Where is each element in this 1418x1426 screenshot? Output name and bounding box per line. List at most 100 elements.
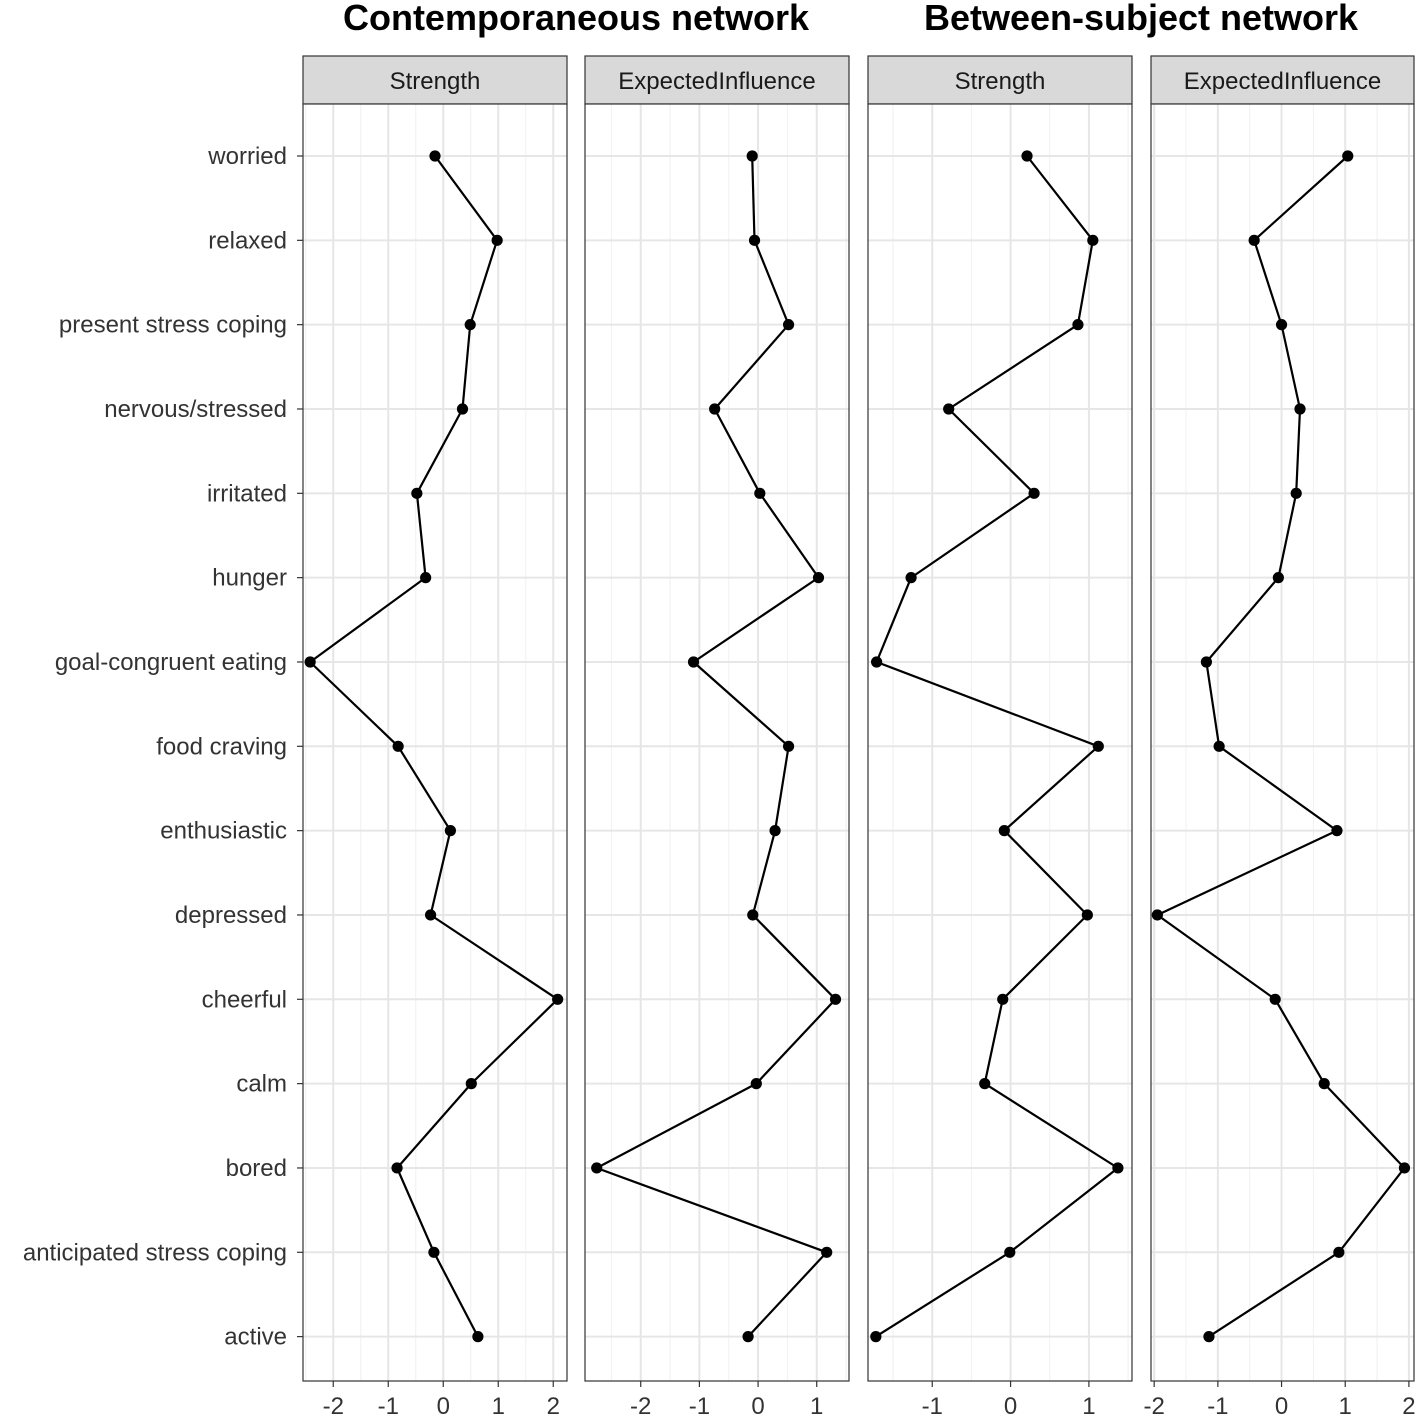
data-point-calm — [979, 1078, 991, 1090]
data-point-calm — [465, 1078, 477, 1090]
panel-border — [302, 103, 568, 1382]
category-label-bored: bored — [226, 1155, 287, 1182]
x-tick-label: -1 — [1207, 1393, 1228, 1420]
data-point-hunger — [905, 572, 917, 584]
x-tick-label: 0 — [1275, 1393, 1288, 1420]
data-point-irritated — [1028, 487, 1040, 499]
data-point-anticipated-stress-coping — [428, 1246, 440, 1258]
category-label-goal-congruent-eating: goal-congruent eating — [55, 649, 287, 676]
data-point-nervous-stressed — [943, 403, 955, 415]
data-point-worried — [429, 150, 441, 162]
x-tick-label: 0 — [437, 1393, 450, 1420]
data-point-goal-congruent-eating — [304, 656, 316, 668]
data-point-cheerful — [997, 993, 1009, 1005]
category-label-anticipated-stress-coping: anticipated stress coping — [23, 1239, 287, 1266]
data-point-relaxed — [491, 234, 503, 246]
x-tick-label: 1 — [810, 1393, 823, 1420]
data-point-anticipated-stress-coping — [821, 1246, 833, 1258]
category-label-enthusiastic: enthusiastic — [160, 818, 287, 845]
data-point-cheerful — [1269, 993, 1281, 1005]
data-point-goal-congruent-eating — [1200, 656, 1213, 668]
data-point-bored — [1398, 1162, 1411, 1174]
x-tick-label: -1 — [689, 1393, 710, 1420]
data-point-cheerful — [552, 993, 564, 1005]
data-point-goal-congruent-eating — [871, 656, 883, 668]
category-label-depressed: depressed — [175, 902, 287, 929]
data-point-calm — [1318, 1078, 1330, 1090]
facet-strip — [1150, 55, 1415, 105]
data-point-worried — [1021, 150, 1033, 162]
data-point-enthusiastic — [444, 825, 456, 837]
x-tick-label: 1 — [492, 1393, 505, 1420]
data-point-irritated — [1290, 487, 1302, 499]
panel-background — [585, 104, 849, 1381]
data-point-present-stress-coping — [782, 319, 795, 331]
category-labels: worried relaxed present stress coping nervo… — [23, 143, 303, 1351]
data-point-present-stress-coping — [464, 319, 476, 331]
panel-contemporaneous-network-expectedinfluence: ExpectedInfluence -2 -1 0 1 — [584, 55, 850, 1420]
group-title-contemporaneous-network: Contemporaneous network — [343, 0, 810, 38]
panel-border — [584, 103, 850, 1382]
data-point-present-stress-coping — [1072, 319, 1084, 331]
x-tick-label: -2 — [323, 1393, 344, 1420]
facet-label: ExpectedInfluence — [1184, 68, 1381, 95]
panel-border — [867, 103, 1133, 1382]
facet-strip — [302, 55, 568, 105]
data-point-irritated — [411, 487, 423, 499]
data-point-nervous-stressed — [456, 403, 469, 415]
data-point-anticipated-stress-coping — [1333, 1246, 1345, 1258]
data-point-present-stress-coping — [1275, 319, 1288, 331]
facet-strip — [867, 55, 1133, 105]
x-tick-label: 2 — [1402, 1393, 1415, 1420]
data-point-enthusiastic — [769, 825, 781, 837]
facet-strip — [584, 55, 850, 105]
data-point-irritated — [754, 487, 766, 499]
data-point-bored — [591, 1162, 603, 1174]
facet-label: ExpectedInfluence — [618, 68, 815, 95]
data-point-anticipated-stress-coping — [1004, 1246, 1016, 1258]
x-tick-label: -1 — [922, 1393, 943, 1420]
category-label-cheerful: cheerful — [202, 986, 287, 1013]
data-point-bored — [391, 1162, 403, 1174]
data-point-depressed — [747, 909, 759, 921]
x-tick-label: 2 — [547, 1393, 560, 1420]
panel-background — [303, 104, 567, 1381]
data-point-food-craving — [782, 740, 795, 752]
data-point-food-craving — [1213, 740, 1225, 752]
data-point-depressed — [425, 909, 437, 921]
data-point-relaxed — [1248, 234, 1260, 246]
category-label-nervous-stressed: nervous/stressed — [104, 396, 287, 423]
group-title-between-subject-network: Between-subject network — [924, 0, 1359, 38]
facet-label: Strength — [390, 68, 481, 95]
category-label-calm: calm — [236, 1071, 287, 1098]
group-titles: Contemporaneous network Between-subject n… — [343, 0, 1359, 38]
data-point-hunger — [812, 572, 825, 584]
panel-contemporaneous-network-strength: Strength -2 -1 0 1 2 — [302, 55, 568, 1420]
panel-between-subject-network-strength: Strength -1 0 1 — [867, 55, 1133, 1420]
facet-label: Strength — [955, 68, 1046, 95]
data-point-worried — [746, 150, 758, 162]
x-tick-label: 1 — [1082, 1393, 1095, 1420]
data-point-relaxed — [1087, 234, 1099, 246]
category-label-worried: worried — [207, 143, 287, 170]
data-point-depressed — [1151, 909, 1163, 921]
data-point-active — [1203, 1331, 1215, 1343]
x-tick-label: 0 — [1004, 1393, 1017, 1420]
x-tick-label: -2 — [630, 1393, 651, 1420]
x-tick-label: -1 — [378, 1393, 399, 1420]
data-point-nervous-stressed — [709, 403, 721, 415]
data-point-calm — [750, 1078, 762, 1090]
panel-between-subject-network-expectedinfluence: ExpectedInfluence -2 -1 0 1 2 — [1144, 55, 1416, 1420]
data-point-hunger — [420, 572, 432, 584]
panel-background — [868, 104, 1132, 1381]
data-point-worried — [1342, 150, 1354, 162]
data-point-food-craving — [392, 740, 404, 752]
category-label-hunger: hunger — [212, 565, 287, 592]
data-point-depressed — [1081, 909, 1093, 921]
x-tick-label: 1 — [1339, 1393, 1352, 1420]
data-point-enthusiastic — [998, 825, 1010, 837]
category-label-food-craving: food craving — [156, 733, 287, 760]
category-label-relaxed: relaxed — [208, 227, 287, 254]
